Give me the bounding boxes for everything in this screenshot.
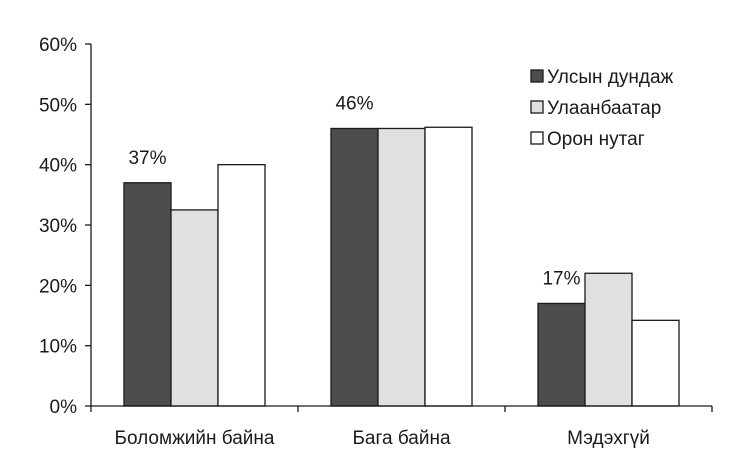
- y-tick-label: 10%: [39, 337, 77, 358]
- y-tick-label: 0%: [50, 397, 78, 418]
- legend-swatch: [530, 69, 544, 83]
- x-category-label: Бага байна: [352, 428, 451, 449]
- bar-1-3: [217, 164, 266, 407]
- bar-1-1: [123, 182, 172, 407]
- bar-2-1: [330, 127, 379, 407]
- legend-swatch: [530, 131, 544, 145]
- legend-label: Орон нутаг: [547, 129, 645, 150]
- bar-3-1: [537, 302, 586, 407]
- data-label: 37%: [128, 148, 166, 169]
- data-label: 17%: [542, 268, 580, 289]
- data-labels-layer: 37% 46% 17%: [128, 93, 580, 289]
- y-tick-label: 60%: [39, 35, 77, 56]
- legend: Улсын дундаж Улаанбаатар Орон нутаг: [530, 67, 674, 150]
- bar-3-3: [631, 319, 680, 407]
- bar-2-3: [424, 126, 473, 407]
- bar-1-2: [170, 209, 219, 407]
- legend-swatch: [530, 100, 544, 114]
- y-tick-label: 20%: [39, 276, 77, 297]
- y-tick-label: 50%: [39, 95, 77, 116]
- legend-label: Улсын дундаж: [547, 67, 674, 88]
- axes-layer: 0% 10% 20% 30% 40% 50% 60% Боломжийн байна Бага …: [39, 35, 713, 449]
- legend-label: Улаанбаатар: [547, 98, 661, 119]
- x-category-label: Боломжийн байна: [115, 428, 275, 449]
- y-tick-label: 30%: [39, 216, 77, 237]
- y-tick-label: 40%: [39, 156, 77, 177]
- data-label: 46%: [335, 93, 373, 114]
- bar-2-2: [377, 127, 426, 407]
- bar-3-2: [584, 272, 633, 407]
- bars-layer: [123, 126, 680, 407]
- x-category-label: Мэдэхгүй: [567, 428, 650, 449]
